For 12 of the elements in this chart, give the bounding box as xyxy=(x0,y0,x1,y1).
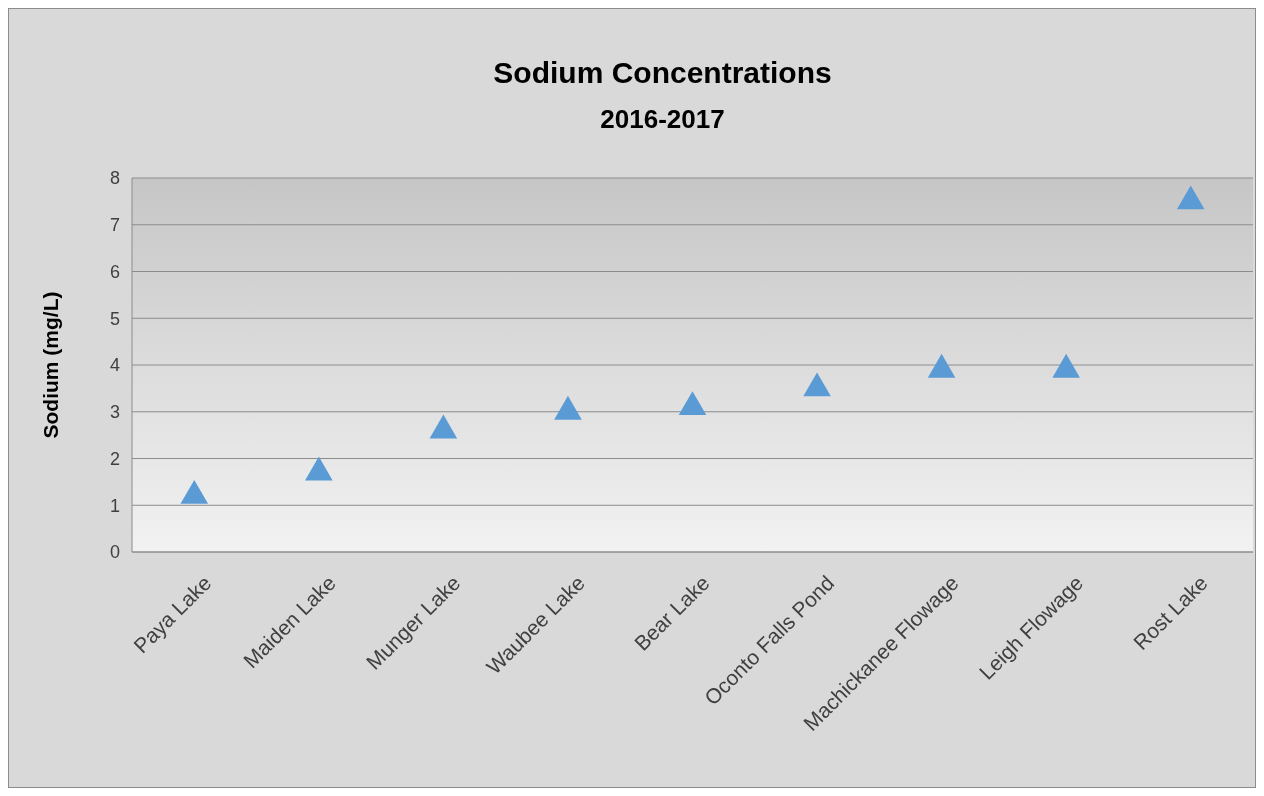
y-tick-label: 1 xyxy=(109,495,120,516)
y-tick-label: 3 xyxy=(109,402,120,423)
y-tick-label: 7 xyxy=(109,215,120,236)
chart-subtitle: 2016-2017 xyxy=(600,104,725,134)
y-tick-label: 2 xyxy=(109,448,120,469)
y-tick-label: 0 xyxy=(109,542,120,563)
y-tick-label: 4 xyxy=(109,355,120,376)
chart-title: Sodium Concentrations xyxy=(493,56,832,89)
y-tick-label: 8 xyxy=(109,168,120,189)
y-tick-label: 5 xyxy=(109,308,120,329)
y-tick-label: 6 xyxy=(109,261,120,282)
y-axis-title: Sodium (mg/L) xyxy=(39,291,62,439)
